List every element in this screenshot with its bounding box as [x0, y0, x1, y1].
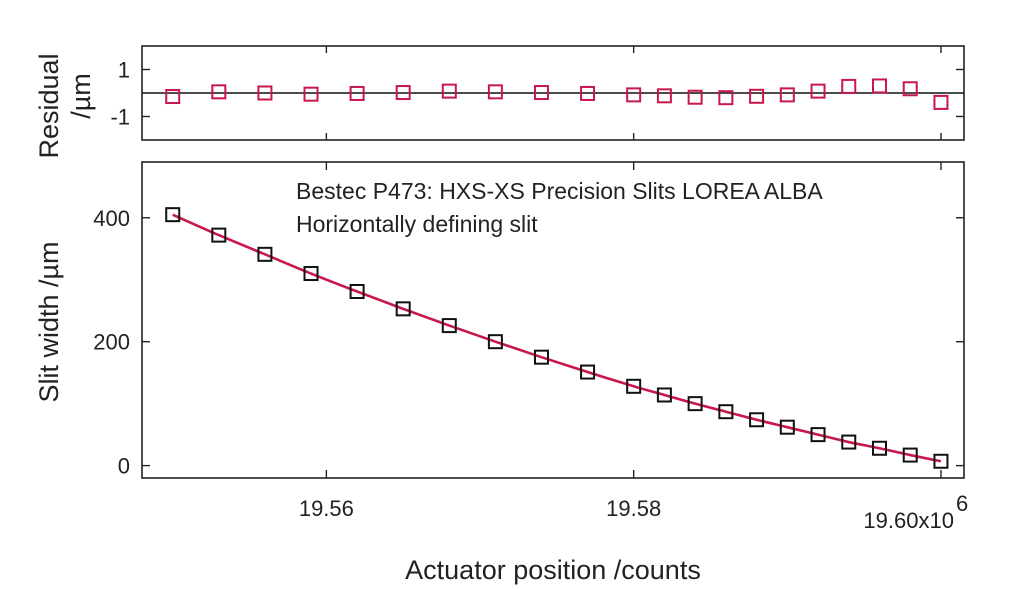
- residual-y-tick-label: 1: [118, 58, 130, 83]
- residual-point: [395, 85, 411, 101]
- x-axis-label: Actuator position /counts: [405, 555, 701, 585]
- main-y-tick-label: 0: [118, 454, 130, 479]
- residual-point: [580, 85, 596, 101]
- residual-point: [871, 78, 887, 94]
- fit-curve-line: [172, 213, 942, 463]
- data-point: [395, 301, 411, 317]
- data-point: [349, 283, 365, 299]
- residual-point: [533, 85, 549, 101]
- residual-point: [749, 88, 765, 104]
- data-point: [257, 246, 273, 262]
- data-point: [165, 207, 181, 223]
- data-point: [303, 266, 319, 282]
- residual-point: [349, 85, 365, 101]
- residual-point: [902, 81, 918, 97]
- residual-point: [626, 87, 642, 103]
- data-point: [718, 404, 734, 420]
- data-point: [580, 364, 596, 380]
- main-y-tick-label: 200: [93, 330, 130, 355]
- chart-annotation-title: Bestec P473: HXS-XS Precision Slits LORE…: [296, 178, 823, 204]
- residual-point: [841, 78, 857, 94]
- residual-y-axis-label: Residual: [34, 53, 64, 158]
- residual-panel: 1 -1 Residual /µm: [34, 45, 965, 159]
- main-plot-frame: [141, 161, 965, 479]
- residual-point: [487, 84, 503, 100]
- data-point: [933, 453, 949, 469]
- residual-point: [933, 94, 949, 110]
- data-point: [533, 349, 549, 365]
- x-axis-exponent: 6: [956, 491, 968, 516]
- main-panel: 0 200 400 19.56 19.58 19.60x10 Bestec P473: …: [34, 46, 968, 585]
- data-point: [211, 227, 227, 243]
- x-tick-label: 19.58: [606, 496, 661, 521]
- residual-point: [257, 85, 273, 101]
- x-tick-label: 19.56: [299, 496, 354, 521]
- data-point: [749, 412, 765, 428]
- main-y-tick-label: 400: [93, 206, 130, 231]
- residual-point: [303, 86, 319, 102]
- residual-y-axis-unit: /µm: [66, 73, 96, 119]
- x-tick-label: 19.60x10: [863, 508, 954, 533]
- residual-point: [779, 87, 795, 103]
- data-point: [441, 318, 457, 334]
- residual-point: [211, 84, 227, 100]
- residual-point: [718, 90, 734, 106]
- data-point: [779, 419, 795, 435]
- data-point: [841, 434, 857, 450]
- data-point: [687, 396, 703, 412]
- residual-point: [656, 88, 672, 104]
- residual-y-tick-label: -1: [110, 105, 130, 130]
- data-point: [871, 440, 887, 456]
- data-point: [656, 387, 672, 403]
- residual-point: [165, 89, 181, 105]
- residual-point: [810, 83, 826, 99]
- residual-point: [687, 89, 703, 105]
- data-point: [626, 378, 642, 394]
- main-y-axis-label: Slit width /µm: [34, 241, 64, 402]
- data-point: [487, 334, 503, 350]
- chart-annotation-subtitle: Horizontally defining slit: [296, 211, 538, 237]
- residual-point: [441, 83, 457, 99]
- data-point: [902, 447, 918, 463]
- data-point: [810, 427, 826, 443]
